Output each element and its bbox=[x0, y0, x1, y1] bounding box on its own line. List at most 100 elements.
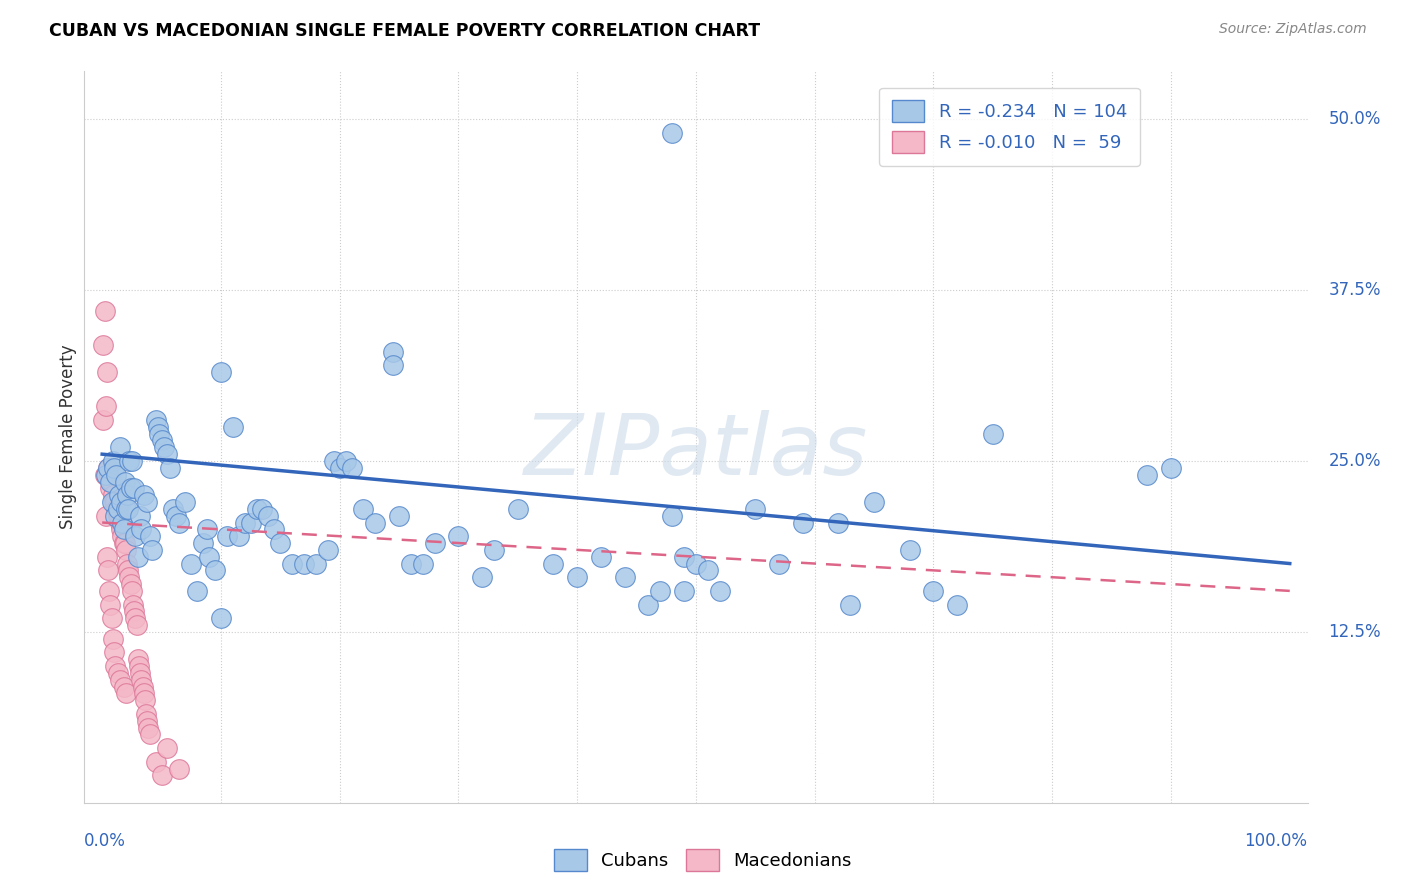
Point bbox=[135, 706, 157, 721]
Point bbox=[122, 598, 145, 612]
Point bbox=[112, 536, 135, 550]
Point bbox=[107, 488, 129, 502]
Point bbox=[115, 501, 138, 516]
Point bbox=[107, 665, 129, 680]
Point bbox=[174, 495, 197, 509]
Point bbox=[105, 501, 128, 516]
Point bbox=[215, 529, 238, 543]
Point bbox=[922, 583, 945, 598]
Point bbox=[191, 536, 214, 550]
Point bbox=[100, 598, 122, 612]
Point bbox=[117, 563, 139, 577]
Point bbox=[709, 583, 731, 598]
Point bbox=[305, 557, 328, 571]
Point bbox=[122, 604, 145, 618]
Point bbox=[131, 680, 153, 694]
Point bbox=[257, 508, 280, 523]
Point bbox=[107, 501, 129, 516]
Point bbox=[93, 338, 115, 352]
Point bbox=[111, 516, 134, 530]
Point bbox=[115, 557, 138, 571]
Text: 50.0%: 50.0% bbox=[1329, 111, 1381, 128]
Point bbox=[117, 501, 139, 516]
Point bbox=[228, 529, 250, 543]
Point bbox=[388, 508, 411, 523]
Point bbox=[661, 126, 683, 140]
Point bbox=[316, 542, 339, 557]
Point bbox=[145, 413, 167, 427]
Point bbox=[637, 598, 659, 612]
Point bbox=[792, 516, 814, 530]
Point bbox=[543, 557, 565, 571]
Point bbox=[661, 508, 683, 523]
Point bbox=[101, 632, 124, 646]
Point bbox=[412, 557, 434, 571]
Point bbox=[252, 501, 274, 516]
Point bbox=[105, 467, 128, 482]
Point bbox=[685, 557, 707, 571]
Point bbox=[141, 542, 163, 557]
Point bbox=[329, 460, 352, 475]
Point bbox=[94, 400, 117, 414]
Point bbox=[96, 365, 118, 379]
Point bbox=[112, 522, 135, 536]
Point bbox=[650, 583, 672, 598]
Point bbox=[382, 359, 405, 373]
Point bbox=[506, 501, 529, 516]
Text: ZIPatlas: ZIPatlas bbox=[524, 410, 868, 493]
Point bbox=[120, 577, 142, 591]
Point bbox=[245, 501, 267, 516]
Point bbox=[186, 583, 208, 598]
Point bbox=[150, 434, 173, 448]
Point bbox=[103, 460, 125, 475]
Text: 25.0%: 25.0% bbox=[1329, 452, 1381, 470]
Text: CUBAN VS MACEDONIAN SINGLE FEMALE POVERTY CORRELATION CHART: CUBAN VS MACEDONIAN SINGLE FEMALE POVERT… bbox=[49, 22, 761, 40]
Point bbox=[108, 673, 131, 687]
Point bbox=[114, 475, 136, 489]
Legend: R = -0.234   N = 104, R = -0.010   N =  59: R = -0.234 N = 104, R = -0.010 N = 59 bbox=[879, 87, 1139, 166]
Point bbox=[696, 563, 718, 577]
Point bbox=[180, 557, 202, 571]
Point bbox=[118, 454, 141, 468]
Point bbox=[613, 570, 636, 584]
Point bbox=[98, 467, 121, 482]
Point bbox=[93, 303, 115, 318]
Point bbox=[204, 563, 226, 577]
Point bbox=[744, 501, 766, 516]
Point bbox=[399, 557, 422, 571]
Point bbox=[128, 659, 150, 673]
Point bbox=[148, 426, 170, 441]
Point bbox=[125, 618, 148, 632]
Point bbox=[138, 529, 160, 543]
Point bbox=[136, 495, 159, 509]
Point bbox=[1160, 460, 1182, 475]
Point bbox=[209, 611, 232, 625]
Point bbox=[94, 508, 117, 523]
Point bbox=[104, 508, 127, 523]
Point bbox=[101, 454, 124, 468]
Point bbox=[100, 475, 122, 489]
Point bbox=[471, 570, 494, 584]
Y-axis label: Single Female Poverty: Single Female Poverty bbox=[59, 345, 77, 529]
Text: Source: ZipAtlas.com: Source: ZipAtlas.com bbox=[1219, 22, 1367, 37]
Point bbox=[131, 522, 153, 536]
Point bbox=[103, 495, 125, 509]
Point bbox=[100, 495, 122, 509]
Point bbox=[827, 516, 849, 530]
Point bbox=[673, 549, 696, 564]
Point bbox=[129, 508, 152, 523]
Point bbox=[122, 481, 145, 495]
Point bbox=[423, 536, 446, 550]
Text: 12.5%: 12.5% bbox=[1329, 623, 1381, 641]
Point bbox=[156, 447, 179, 461]
Point bbox=[108, 440, 131, 454]
Point bbox=[159, 460, 181, 475]
Point bbox=[322, 454, 344, 468]
Point bbox=[97, 460, 120, 475]
Point bbox=[195, 522, 218, 536]
Legend: Cubans, Macedonians: Cubans, Macedonians bbox=[547, 842, 859, 879]
Point bbox=[111, 529, 134, 543]
Point bbox=[121, 454, 143, 468]
Point bbox=[281, 557, 304, 571]
Point bbox=[100, 481, 122, 495]
